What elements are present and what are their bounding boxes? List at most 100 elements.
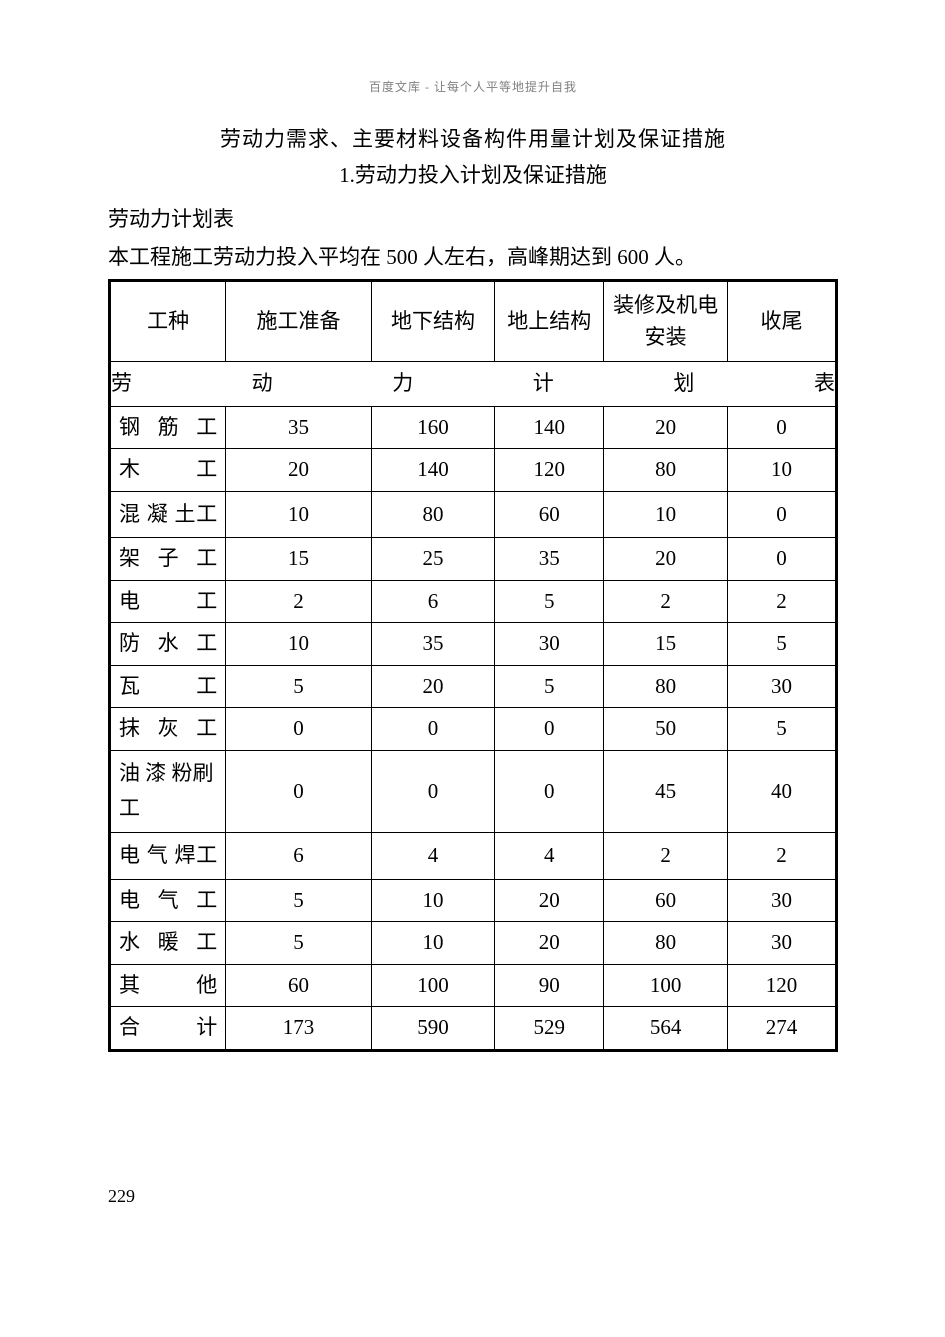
table-cell: 0 (495, 750, 604, 832)
table-cell: 2 (727, 833, 836, 880)
table-header-cell: 装修及机电安装 (604, 281, 728, 362)
table-cell: 40 (727, 750, 836, 832)
table-cell: 80 (604, 665, 728, 708)
table-cell: 电 气 焊工 (110, 833, 226, 880)
table-cell: 2 (604, 833, 728, 880)
table-cell: 15 (226, 538, 371, 581)
table-cell: 0 (727, 406, 836, 449)
table-cell: 合计 (110, 1007, 226, 1051)
document-page: 百度文库 - 让每个人平等地提升自我 劳动力需求、主要材料设备构件用量计划及保证… (0, 0, 945, 1052)
table-cell: 100 (604, 964, 728, 1007)
table-cell: 0 (371, 708, 495, 751)
table-cell: 10 (371, 879, 495, 922)
table-cell: 0 (727, 538, 836, 581)
table-header-cell: 施工准备 (226, 281, 371, 362)
table-cell: 其他 (110, 964, 226, 1007)
table-cell: 5 (226, 879, 371, 922)
table-row: 电气工 5 10 20 60 30 (110, 879, 837, 922)
table-row: 其他 60 100 90 100 120 (110, 964, 837, 1007)
table-cell: 抹灰工 (110, 708, 226, 751)
table-cell: 4 (495, 833, 604, 880)
description-text: 本工程施工劳动力投入平均在 500 人左右，高峰期达到 600 人。 (108, 241, 838, 271)
table-header-row: 工种 施工准备 地下结构 地上结构 装修及机电安装 收尾 (110, 281, 837, 362)
table-cell: 35 (495, 538, 604, 581)
table-cell: 60 (226, 964, 371, 1007)
table-cell: 590 (371, 1007, 495, 1051)
table-cell: 80 (604, 922, 728, 965)
table-cell: 2 (226, 580, 371, 623)
table-cell: 30 (727, 922, 836, 965)
table-cell: 30 (727, 665, 836, 708)
table-header-cell: 地上结构 (495, 281, 604, 362)
table-cell: 35 (226, 406, 371, 449)
table-row: 合计 173 590 529 564 274 (110, 1007, 837, 1051)
table-cell: 5 (495, 580, 604, 623)
table-row: 电 气 焊工 6 4 4 2 2 (110, 833, 837, 880)
table-cell: 30 (495, 623, 604, 666)
table-body: 钢筋工 35 160 140 20 0 木工 20 140 120 80 10 … (110, 406, 837, 1050)
table-row: 防水工 10 35 30 15 5 (110, 623, 837, 666)
table-cell: 60 (604, 879, 728, 922)
table-cell: 0 (226, 750, 371, 832)
table-row: 抹灰工 0 0 0 50 5 (110, 708, 837, 751)
table-cell: 5 (727, 708, 836, 751)
labor-plan-table: 劳动力计划表 工种 施工准备 地下结构 地上结构 装修及机电安装 收尾 钢筋工 … (108, 279, 838, 1052)
table-cell: 120 (727, 964, 836, 1007)
header-watermark: 百度文库 - 让每个人平等地提升自我 (108, 78, 838, 95)
table-row: 木工 20 140 120 80 10 (110, 449, 837, 492)
table-row: 水暖工 5 10 20 80 30 (110, 922, 837, 965)
table-cell: 5 (727, 623, 836, 666)
table-cell: 10 (604, 491, 728, 538)
table-row: 油 漆 粉刷工 0 0 0 45 40 (110, 750, 837, 832)
table-cell: 6 (226, 833, 371, 880)
table-cell: 瓦工 (110, 665, 226, 708)
main-title: 劳动力需求、主要材料设备构件用量计划及保证措施 (108, 123, 838, 153)
table-cell: 4 (371, 833, 495, 880)
table-cell: 20 (495, 922, 604, 965)
table-cell: 90 (495, 964, 604, 1007)
table-cell: 钢筋工 (110, 406, 226, 449)
table-cell: 20 (604, 538, 728, 581)
page-number: 229 (108, 1186, 135, 1207)
table-cell: 20 (226, 449, 371, 492)
table-cell: 274 (727, 1007, 836, 1051)
table-cell: 80 (371, 491, 495, 538)
table-row: 瓦工 5 20 5 80 30 (110, 665, 837, 708)
table-cell: 10 (727, 449, 836, 492)
table-cell: 564 (604, 1007, 728, 1051)
table-cell: 10 (226, 491, 371, 538)
table-cell: 20 (371, 665, 495, 708)
table-cell: 25 (371, 538, 495, 581)
table-cell: 6 (371, 580, 495, 623)
table-cell: 0 (226, 708, 371, 751)
table-title-cell: 劳动力计划表 (110, 362, 837, 407)
table-cell: 10 (371, 922, 495, 965)
table-cell: 30 (727, 879, 836, 922)
table-cell: 电工 (110, 580, 226, 623)
table-header-cell: 地下结构 (371, 281, 495, 362)
section-title: 1.劳动力投入计划及保证措施 (108, 159, 838, 189)
table-row: 架子工 15 25 35 20 0 (110, 538, 837, 581)
table-cell: 水暖工 (110, 922, 226, 965)
table-cell: 173 (226, 1007, 371, 1051)
table-cell: 2 (727, 580, 836, 623)
table-cell: 80 (604, 449, 728, 492)
table-cell: 35 (371, 623, 495, 666)
table-row: 混 凝 土工 10 80 60 10 0 (110, 491, 837, 538)
table-cell: 0 (727, 491, 836, 538)
table-title-row: 劳动力计划表 (110, 362, 837, 407)
table-cell: 油 漆 粉刷工 (110, 750, 226, 832)
table-cell: 混 凝 土工 (110, 491, 226, 538)
table-cell: 120 (495, 449, 604, 492)
table-cell: 电气工 (110, 879, 226, 922)
table-cell: 529 (495, 1007, 604, 1051)
table-cell: 15 (604, 623, 728, 666)
table-cell: 0 (371, 750, 495, 832)
table-subtitle: 劳动力计划表 (108, 203, 838, 233)
table-cell: 20 (604, 406, 728, 449)
table-cell: 防水工 (110, 623, 226, 666)
table-cell: 5 (226, 665, 371, 708)
table-header-cell: 工种 (110, 281, 226, 362)
table-cell: 2 (604, 580, 728, 623)
table-cell: 60 (495, 491, 604, 538)
